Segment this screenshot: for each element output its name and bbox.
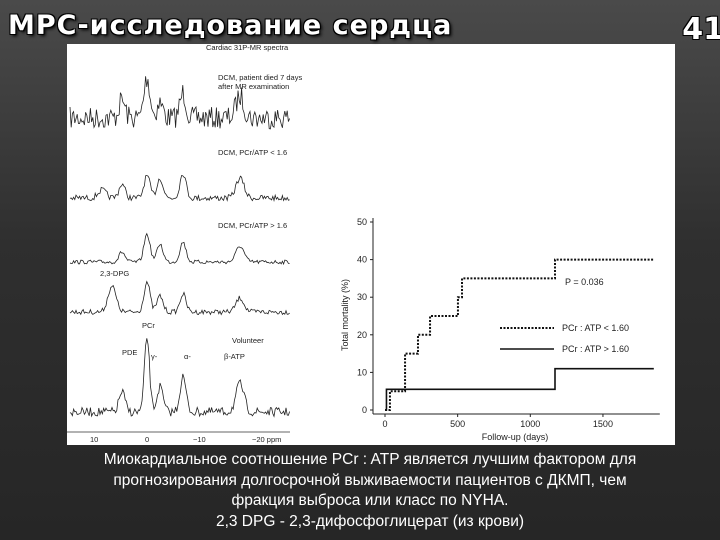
- spectrum-trace: [69, 76, 290, 130]
- y-tick-label: 30: [357, 292, 367, 302]
- spectrum-label: Volunteer: [232, 336, 264, 345]
- x-tick-label: 500: [450, 419, 465, 429]
- caption-line: Миокардиальное соотношение PCr : ATP явл…: [103, 451, 637, 468]
- ppm-tick-label: −10: [193, 435, 206, 444]
- legend-label: PCr : ATP > 1.60: [562, 344, 629, 354]
- spectra-panel: Cardiac 31P-MR spectra DCM, patient died…: [67, 43, 302, 444]
- survival-curve: [385, 258, 654, 411]
- spectrum-trace: [69, 175, 290, 202]
- peak-label: γ-: [151, 352, 158, 361]
- spectrum-label: DCM, patient died 7 days: [218, 73, 302, 82]
- ppm-tick-label: −20 ppm: [252, 435, 281, 444]
- annotation: P = 0.036: [565, 277, 604, 287]
- spectrum-trace: [69, 338, 290, 418]
- y-tick-label: 0: [362, 405, 367, 415]
- x-tick-label: 0: [382, 419, 387, 429]
- peak-label: α-: [184, 352, 191, 361]
- peak-label: PCr: [142, 321, 155, 330]
- y-tick-label: 40: [357, 255, 367, 265]
- spectrum-label: after MR examination: [218, 82, 289, 91]
- ppm-tick-label: 0: [145, 435, 149, 444]
- y-tick-label: 50: [357, 217, 367, 227]
- peak-label: PDE: [122, 348, 137, 357]
- caption-line: прогнозирования долгосрочной выживаемост…: [113, 471, 627, 489]
- y-tick-label: 20: [357, 330, 367, 340]
- slide-title: МРС-исследование сердца: [8, 10, 453, 41]
- x-tick-label: 1000: [520, 419, 540, 429]
- spectrum-label: DCM, PCr/ATP > 1.6: [218, 221, 287, 230]
- x-axis-label: Follow-up (days): [482, 432, 549, 442]
- page-number: 41: [682, 12, 720, 47]
- peak-label: 2,3-DPG: [100, 269, 129, 278]
- spectra-title: Cardiac 31P-MR spectra: [206, 43, 289, 52]
- figure-panel: [67, 44, 675, 445]
- caption: Миокардиальное соотношение PCr : ATP явл…: [20, 450, 720, 532]
- spectrum-trace: [69, 232, 290, 266]
- caption-line: фракция выброса или класс по NYHA.: [231, 492, 509, 509]
- caption-line: 2,3 DPG - 2,3-дифосфоглицерат (из крови): [215, 512, 525, 530]
- x-tick-label: 1500: [593, 419, 613, 429]
- spectrum-trace: [69, 280, 290, 316]
- peak-label: β-ATP: [224, 352, 245, 361]
- y-tick-label: 10: [357, 367, 367, 377]
- survival-curve: [385, 367, 654, 411]
- y-axis-label: Total mortality (%): [340, 279, 350, 351]
- legend-label: PCr : ATP < 1.60: [562, 323, 629, 333]
- spectrum-label: DCM, PCr/ATP < 1.6: [218, 148, 287, 157]
- ppm-tick-label: 10: [90, 435, 98, 444]
